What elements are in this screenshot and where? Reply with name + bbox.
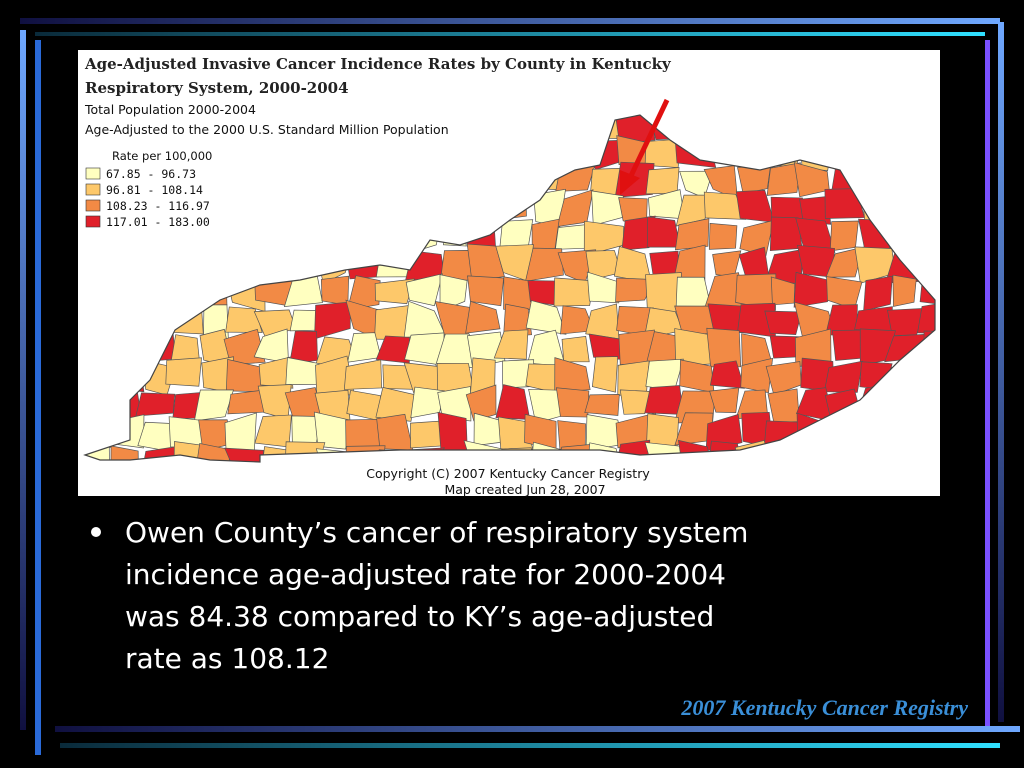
credit: Copyright (C) 2007 Kentucky Cancer Regis… (366, 466, 650, 481)
county (227, 389, 265, 415)
county (347, 332, 382, 363)
county (553, 277, 595, 307)
legend-swatch (85, 199, 101, 212)
county (767, 388, 800, 423)
county (346, 275, 381, 311)
bullet-dot (91, 527, 101, 537)
county (410, 386, 446, 419)
county (375, 386, 417, 422)
county (709, 387, 740, 413)
frame-bar (20, 30, 26, 730)
credit: Map created Jun 28, 2007 (444, 482, 605, 497)
footer: 2007 Kentucky Cancer Registry (680, 695, 968, 720)
legend-label: 117.01 - 183.00 (106, 215, 210, 229)
bullet-line: rate as 108.12 (125, 642, 329, 675)
county (465, 384, 497, 422)
county (437, 386, 472, 422)
county (917, 300, 935, 335)
county (554, 357, 591, 393)
map-subtitle: Total Population 2000-2004 (84, 102, 256, 117)
legend-label: 108.23 - 116.97 (106, 199, 210, 213)
pointer-arrow (627, 98, 670, 180)
county (165, 357, 202, 387)
county (525, 300, 567, 335)
county (615, 277, 656, 303)
county (135, 392, 176, 417)
county (708, 223, 738, 250)
county (467, 275, 505, 307)
county (709, 360, 745, 389)
county (439, 274, 468, 313)
county (258, 356, 294, 389)
county (793, 271, 835, 308)
county (493, 329, 529, 360)
county (823, 360, 864, 393)
county (525, 247, 564, 282)
county (674, 218, 710, 251)
frame-bar (35, 40, 41, 755)
bullet-line: was 84.38 compared to KY’s age-adjusted (125, 600, 714, 633)
county (374, 278, 415, 305)
county (619, 389, 654, 415)
county (766, 162, 801, 196)
county (466, 243, 505, 282)
county (410, 420, 444, 449)
map-title: Age-Adjusted Invasive Cancer Incidence R… (84, 55, 672, 73)
frame-bar (55, 726, 1020, 732)
county (646, 216, 681, 248)
county (503, 303, 533, 338)
county (343, 359, 383, 390)
county (555, 387, 590, 418)
county (799, 196, 832, 225)
county (740, 357, 774, 394)
county (764, 310, 803, 335)
county (561, 336, 590, 363)
county (675, 276, 711, 310)
county (320, 275, 350, 306)
legend-title: Rate per 100,000 (112, 149, 212, 163)
county (584, 394, 620, 416)
county (825, 246, 864, 278)
county (892, 274, 917, 307)
county (863, 275, 893, 312)
county (405, 273, 443, 307)
county (645, 167, 680, 195)
pointer-arrowhead (620, 170, 640, 195)
county (703, 191, 747, 220)
county (314, 301, 351, 340)
county (735, 273, 777, 311)
frame-bar (60, 743, 1000, 748)
legend-swatch (85, 167, 101, 180)
county (591, 356, 619, 393)
map-subtitle: Age-Adjusted to the 2000 U.S. Standard M… (85, 122, 449, 137)
bullet-line: incidence age-adjusted rate for 2000-200… (125, 558, 726, 591)
county (854, 306, 893, 333)
county (706, 327, 742, 368)
legend-swatch (85, 215, 101, 228)
frame-bar (998, 22, 1004, 722)
county (795, 217, 836, 253)
county (586, 271, 624, 304)
frame-bar (985, 40, 990, 730)
county (621, 215, 656, 251)
county (832, 329, 865, 361)
county (465, 300, 501, 334)
legend-swatch (85, 183, 101, 196)
county (225, 306, 263, 333)
frame-bar (35, 32, 985, 36)
county (313, 411, 356, 450)
legend-label: 96.81 - 108.14 (106, 183, 203, 197)
county (829, 220, 859, 252)
county (437, 411, 468, 451)
map-title: Respiratory System, 2000-2004 (85, 79, 349, 97)
bullet-line: Owen County’s cancer of respiratory syst… (125, 516, 748, 549)
legend-label: 67.85 - 96.73 (106, 167, 196, 181)
county (142, 446, 177, 462)
legend: 67.85 - 96.73 96.81 - 108.14 108.23 - 116.… (85, 167, 210, 229)
frame-bar (20, 18, 1000, 24)
county (193, 389, 234, 422)
